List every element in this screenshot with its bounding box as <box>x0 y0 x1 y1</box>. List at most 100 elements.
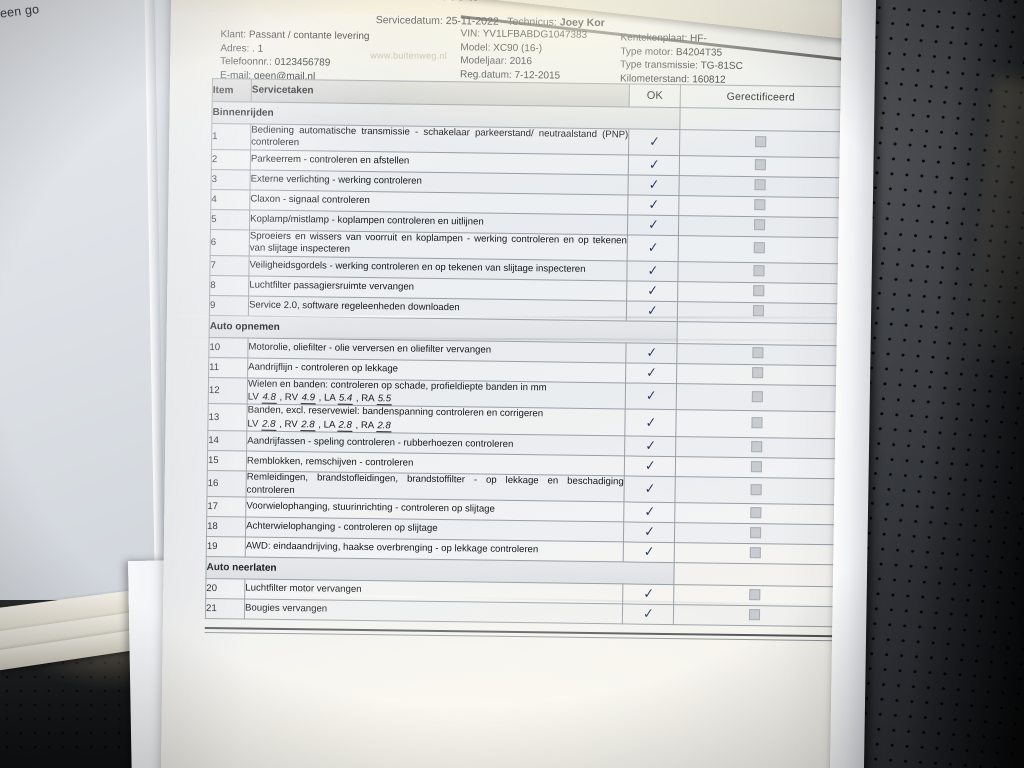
checkbox-icon[interactable] <box>754 159 766 171</box>
rectified-checkbox-cell[interactable] <box>675 410 838 439</box>
rectified-checkbox-cell[interactable] <box>678 235 840 264</box>
task-item-number: 8 <box>209 275 249 296</box>
customer-label: Adres: <box>220 42 250 55</box>
checkmark-icon: ✓ <box>647 216 659 234</box>
servicedatum-value: 25-11-2022 <box>445 15 499 28</box>
checkmark-icon: ✓ <box>644 481 656 498</box>
checkbox-icon[interactable] <box>753 242 765 254</box>
rectified-checkbox-cell[interactable] <box>676 343 839 366</box>
task-item-number: 13 <box>207 403 248 432</box>
vehicle-value: XC90 (16-) <box>493 42 543 54</box>
table-section-spacer <box>677 321 839 346</box>
checkbox-icon[interactable] <box>754 136 766 148</box>
rectified-checkbox-cell[interactable] <box>674 522 836 545</box>
ok-checkmark-cell[interactable]: ✓ <box>622 603 674 625</box>
task-item-number: 15 <box>207 450 247 472</box>
technical-label: Kentekenplaat: <box>620 32 688 45</box>
rectified-checkbox-cell[interactable] <box>674 476 837 505</box>
checkbox-icon[interactable] <box>751 390 763 402</box>
technical-label: Type transmissie: <box>620 59 699 72</box>
rectified-checkbox-cell[interactable] <box>674 542 836 565</box>
vehicle-label: Model: <box>460 41 491 54</box>
task-item-number: 6 <box>210 229 250 256</box>
ok-checkmark-cell[interactable]: ✓ <box>623 501 675 523</box>
checkbox-icon[interactable] <box>754 179 766 191</box>
checkbox-icon[interactable] <box>750 483 762 495</box>
rectified-checkbox-cell[interactable] <box>678 195 840 218</box>
table-section-spacer <box>673 562 836 587</box>
rectified-checkbox-cell[interactable] <box>675 436 837 459</box>
ok-checkmark-cell[interactable]: ✓ <box>625 342 678 364</box>
task-item-number: 5 <box>210 209 250 230</box>
rectified-checkbox-cell[interactable] <box>679 155 841 178</box>
ok-checkmark-cell[interactable]: ✓ <box>626 260 679 282</box>
rectified-checkbox-cell[interactable] <box>673 584 835 607</box>
servicedatum-label: Servicedatum: <box>375 14 443 28</box>
service-checklist-document: 150.000 km - 180.000 k RIJKSDIENST VOOR … <box>160 0 872 768</box>
checkbox-icon[interactable] <box>751 347 764 359</box>
checkbox-icon[interactable] <box>750 417 763 429</box>
column-header-ok: OK <box>629 83 681 108</box>
task-item-number: 4 <box>210 189 251 210</box>
checkbox-icon[interactable] <box>750 460 762 472</box>
ok-checkmark-cell[interactable]: ✓ <box>626 300 678 322</box>
rectified-checkbox-cell[interactable] <box>677 301 839 324</box>
ok-checkmark-cell[interactable]: ✓ <box>627 234 679 262</box>
task-item-number: 14 <box>207 430 247 452</box>
task-item-number: 11 <box>208 357 248 378</box>
rectified-checkbox-cell[interactable] <box>673 604 835 627</box>
checkbox-icon[interactable] <box>751 367 763 379</box>
checkbox-icon[interactable] <box>750 440 762 452</box>
checkbox-icon[interactable] <box>748 608 760 620</box>
checkmark-icon: ✓ <box>643 544 655 561</box>
checkbox-icon[interactable] <box>753 199 765 211</box>
vehicle-value: YV1LFBABDG1047383 <box>482 28 588 41</box>
checkmark-icon: ✓ <box>642 586 654 603</box>
checkbox-icon[interactable] <box>752 305 764 317</box>
column-header-item: Item <box>212 78 252 103</box>
rectified-checkbox-cell[interactable] <box>678 175 841 198</box>
checkmark-icon: ✓ <box>648 133 660 151</box>
checkmark-icon: ✓ <box>646 282 658 300</box>
checkmark-icon: ✓ <box>645 344 657 362</box>
rectified-checkbox-cell[interactable] <box>677 261 840 284</box>
ok-checkmark-cell[interactable]: ✓ <box>622 583 674 605</box>
ok-checkmark-cell[interactable]: ✓ <box>623 541 675 563</box>
ok-checkmark-cell[interactable]: ✓ <box>625 362 677 384</box>
checkbox-icon[interactable] <box>749 546 761 558</box>
rectified-checkbox-cell[interactable] <box>676 363 838 386</box>
task-item-number: 20 <box>205 578 245 600</box>
rectified-checkbox-cell[interactable] <box>676 383 838 413</box>
rectified-checkbox-cell[interactable] <box>675 456 837 479</box>
vehicle-label: Modeljaar: <box>460 55 507 68</box>
task-item-number: 9 <box>209 295 249 316</box>
ok-checkmark-cell[interactable]: ✓ <box>623 476 676 503</box>
ok-checkmark-cell[interactable]: ✓ <box>624 409 677 437</box>
checkbox-icon[interactable] <box>749 526 761 538</box>
checkbox-icon[interactable] <box>752 265 765 277</box>
technical-value: HF- <box>689 33 707 45</box>
checkmark-icon: ✓ <box>643 504 655 521</box>
ok-checkmark-cell[interactable]: ✓ <box>625 382 677 411</box>
rectified-checkbox-cell[interactable] <box>677 281 839 304</box>
rectified-checkbox-cell[interactable] <box>679 129 841 158</box>
checkbox-icon[interactable] <box>749 506 761 518</box>
checkmark-icon: ✓ <box>644 414 657 432</box>
checkbox-icon[interactable] <box>753 219 765 231</box>
checkbox-icon[interactable] <box>748 588 760 600</box>
rectified-checkbox-cell[interactable] <box>674 502 836 525</box>
ok-checkmark-cell[interactable]: ✓ <box>627 214 679 236</box>
rectified-checkbox-cell[interactable] <box>678 215 840 238</box>
ok-checkmark-cell[interactable]: ✓ <box>627 194 679 216</box>
ok-checkmark-cell[interactable]: ✓ <box>626 280 678 302</box>
ok-checkmark-cell[interactable]: ✓ <box>627 174 680 196</box>
ok-checkmark-cell[interactable]: ✓ <box>628 128 680 156</box>
ok-checkmark-cell[interactable]: ✓ <box>624 456 676 477</box>
vehicle-value: 7-12-2015 <box>514 69 561 82</box>
task-item-number: 7 <box>209 255 250 276</box>
checkbox-icon[interactable] <box>752 285 764 297</box>
ok-checkmark-cell[interactable]: ✓ <box>623 521 675 543</box>
ok-checkmark-cell[interactable]: ✓ <box>628 154 680 176</box>
ok-checkmark-cell[interactable]: ✓ <box>624 436 676 457</box>
table-body: Binnenrijden 1 Bediening automatische tran… <box>205 101 842 627</box>
